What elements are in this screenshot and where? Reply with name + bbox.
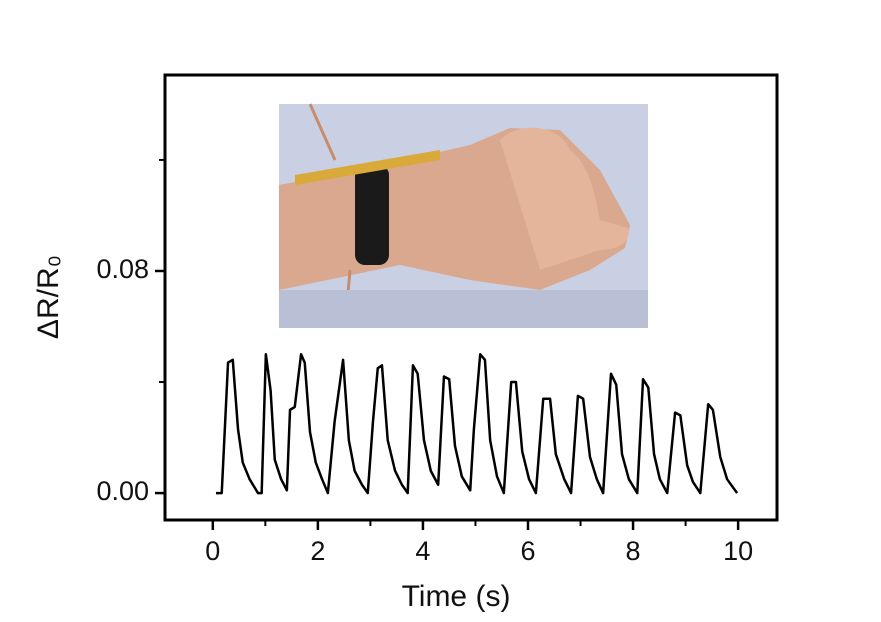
x-tick-label: 2: [310, 536, 325, 566]
x-tick-label: 4: [415, 536, 430, 566]
x-axis-label: Time (s): [402, 580, 511, 613]
x-tick-label: 8: [626, 536, 641, 566]
data-line: [215, 353, 739, 495]
inset-photo: [279, 103, 648, 329]
photo-hand: [500, 127, 629, 270]
y-axis-label: ΔR/R₀: [32, 255, 65, 339]
y-tick-label: 0.00: [96, 476, 149, 506]
plot-frame: [163, 73, 779, 522]
x-tick-label: 10: [723, 536, 753, 566]
photo-table: [279, 290, 648, 328]
y-tick-label: 0.08: [96, 254, 149, 284]
photo-band: [355, 165, 389, 265]
photo-tape: [295, 150, 440, 185]
x-tick-label: 6: [520, 536, 535, 566]
x-tick-label: 0: [205, 536, 220, 566]
